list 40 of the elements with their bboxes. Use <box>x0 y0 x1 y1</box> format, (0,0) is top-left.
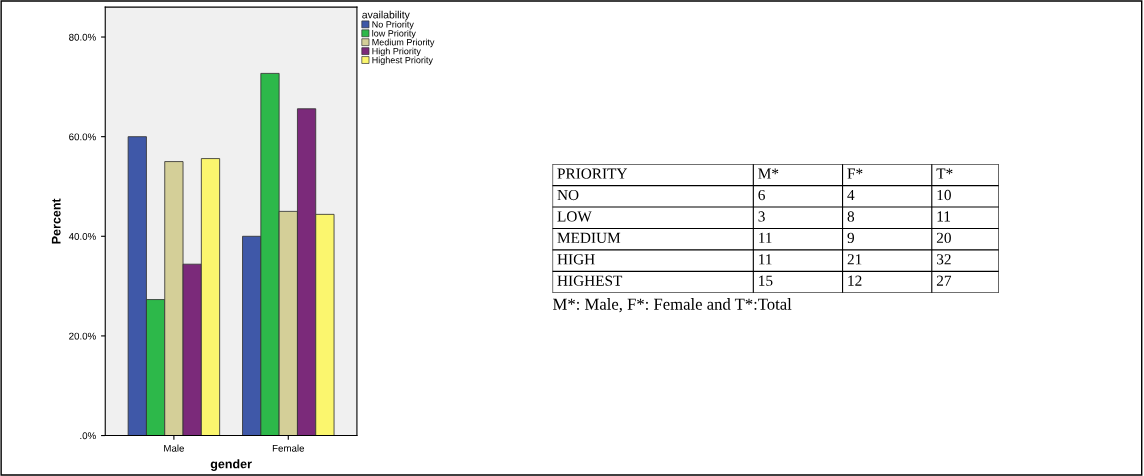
data-label: 11 <box>937 211 951 222</box>
y-tick-label: 80.0% <box>69 33 96 41</box>
data-label: 11 <box>759 232 772 243</box>
y-axis-title: Percent <box>51 198 61 244</box>
data-label: 32 <box>936 254 951 265</box>
y-tick-label: 60.0% <box>69 133 96 141</box>
text: T* <box>936 168 953 179</box>
x-tick-label: Female <box>272 444 305 452</box>
data-label: 12 <box>848 275 862 286</box>
data-label: 11 <box>759 254 772 265</box>
legend-label: No Priority <box>372 20 414 30</box>
legend-title: availability <box>362 10 410 21</box>
text: PRIORITY <box>557 168 628 179</box>
text: M*: Male, F*: Female and T*:Total <box>553 298 792 313</box>
category-label: LOW <box>557 211 592 222</box>
category-label: MEDIUM <box>557 232 621 244</box>
legend-label: High Priority <box>372 47 421 57</box>
data-label: 27 <box>936 275 952 286</box>
x-tick-label: Male <box>164 444 184 452</box>
y-tick-label: 40.0% <box>68 233 96 240</box>
data-label: 20 <box>936 232 951 244</box>
legend-label: low Priority <box>372 29 416 39</box>
x-axis-title: gender <box>210 459 252 471</box>
y-tick-label: 20.0% <box>69 332 96 340</box>
category-label: HIGHEST <box>557 275 623 286</box>
data-label: 15 <box>759 275 773 286</box>
data-label: 8 <box>847 211 855 222</box>
data-label: 10 <box>937 189 951 201</box>
data-label: 3 <box>758 211 765 222</box>
legend-label: Highest Priority <box>372 56 433 66</box>
data-label: 9 <box>847 232 855 244</box>
text: F* <box>847 168 863 179</box>
data-label: 6 <box>758 189 765 201</box>
y-tick-label: .0% <box>80 432 96 440</box>
category-label: HIGH <box>557 254 595 265</box>
data-label: 21 <box>847 254 862 265</box>
text: M* <box>758 168 779 179</box>
category-label: NO <box>557 189 579 201</box>
legend-label: Medium Priority <box>372 38 435 48</box>
data-label: 4 <box>847 189 855 201</box>
